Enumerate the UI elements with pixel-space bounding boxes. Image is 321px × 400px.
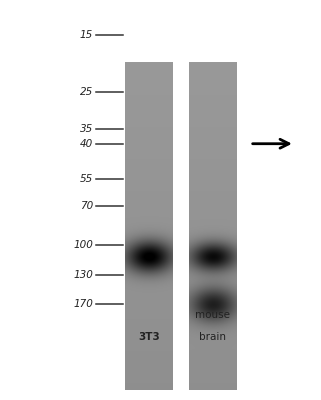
Text: 170: 170 — [73, 300, 93, 310]
Text: 40: 40 — [80, 139, 93, 149]
Text: 100: 100 — [73, 240, 93, 250]
Text: 15: 15 — [80, 30, 93, 40]
Text: mouse: mouse — [195, 310, 230, 320]
Text: 70: 70 — [80, 201, 93, 211]
Text: 25: 25 — [80, 86, 93, 96]
Text: 35: 35 — [80, 124, 93, 134]
Text: 130: 130 — [73, 270, 93, 280]
Text: brain: brain — [199, 332, 227, 342]
Text: 3T3: 3T3 — [138, 332, 160, 342]
Text: 55: 55 — [80, 174, 93, 184]
